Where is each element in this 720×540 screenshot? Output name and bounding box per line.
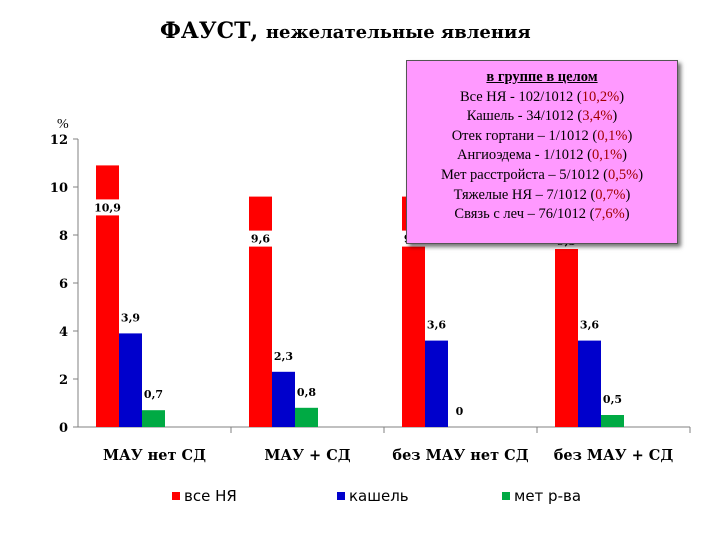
info-line-end: ) — [625, 186, 631, 203]
y-axis-label: % — [57, 117, 69, 132]
info-line-text: Кашель - 34/1012 ( — [466, 108, 583, 125]
info-line-percent: 0,7% — [595, 186, 626, 203]
data-label: 0,7 — [144, 388, 163, 401]
bar — [578, 340, 601, 427]
info-box-line: Связь с леч – 76/1012 (7,6%) — [407, 205, 677, 225]
data-label: 0,5 — [603, 393, 622, 406]
data-label-bg — [247, 230, 274, 247]
legend-swatch — [337, 492, 345, 500]
data-label: 2,3 — [274, 350, 293, 363]
bar — [402, 196, 425, 427]
info-line-percent: 0,5% — [608, 166, 639, 183]
info-box-line: Все НЯ - 102/1012 (10,2%) — [407, 88, 677, 108]
info-line-end: ) — [622, 147, 628, 164]
info-line-percent: 10,2% — [581, 88, 620, 105]
title-main: ФАУСТ, — [160, 18, 259, 44]
chart-title: ФАУСТ, нежелательные явления — [160, 18, 531, 44]
data-label: 10,9 — [94, 201, 121, 214]
data-label: 0,8 — [297, 386, 316, 399]
info-line-text: Отек гортани – 1/1012 ( — [451, 127, 598, 144]
legend-label: мет р-ва — [514, 487, 581, 505]
y-tick-label: 12 — [50, 133, 68, 148]
bar — [142, 410, 165, 427]
info-line-end: ) — [619, 88, 625, 105]
bar — [295, 407, 318, 427]
legend-label: все НЯ — [184, 487, 237, 505]
info-box-line: Ангиоэдема - 1/1012 (0,1%) — [407, 146, 677, 166]
data-label: 9,6 — [251, 233, 270, 246]
info-line-text: Тяжелые НЯ – 7/1012 ( — [453, 186, 596, 203]
info-box-header: в группе в целом — [486, 69, 598, 85]
info-line-percent: 0,1% — [591, 147, 623, 164]
info-line-percent: 3,4% — [582, 108, 613, 125]
info-line-percent: 0,1% — [597, 127, 628, 144]
info-line-percent: 7,6% — [594, 206, 625, 223]
x-tick-label: без МАУ + СД — [554, 447, 674, 464]
info-line-end: ) — [624, 206, 630, 223]
x-tick-label: МАУ + СД — [264, 447, 350, 464]
info-line-end: ) — [638, 166, 644, 183]
chart-bars: 10,99,69,69,53,92,33,63,60,70,800,5 — [94, 165, 624, 427]
data-label: 3,6 — [580, 319, 599, 332]
info-box-line: Тяжелые НЯ – 7/1012 (0,7%) — [407, 186, 677, 206]
chart-legend: все НЯ кашель мет р-ва — [172, 487, 581, 505]
legend-swatch — [172, 492, 180, 500]
x-tick-label: МАУ нет СД — [103, 447, 206, 464]
y-tick-label: 4 — [59, 325, 68, 340]
info-line-text: Мет расстройста – 5/1012 ( — [440, 166, 608, 183]
chart-axes: 0 2 4 6 8 10 12% МАУ нет СД МАУ + СД без МАУ нет … — [50, 117, 691, 464]
info-line-text: Все НЯ - 102/1012 ( — [459, 88, 582, 105]
info-box-line: Мет расстройста – 5/1012 (0,5%) — [407, 166, 677, 186]
data-label: 3,9 — [121, 311, 140, 324]
info-line-text: Ангиоэдема - 1/1012 ( — [456, 147, 592, 164]
legend-swatch — [502, 492, 510, 500]
bar — [119, 333, 142, 427]
bar — [249, 196, 272, 427]
y-tick-label: 10 — [50, 181, 68, 196]
legend-label: кашель — [349, 487, 409, 505]
y-tick-label: 8 — [59, 229, 68, 244]
info-line-end: ) — [627, 127, 633, 144]
bar — [601, 415, 624, 427]
bar — [96, 165, 119, 427]
summary-info-box: в группе в целом Все НЯ - 102/1012 (10,2… — [406, 60, 678, 244]
info-box-line: Кашель - 34/1012 (3,4%) — [407, 107, 677, 127]
info-line-text: Связь с леч – 76/1012 ( — [454, 206, 595, 223]
y-tick-label: 0 — [59, 421, 68, 436]
title-sub: нежелательные явления — [265, 22, 531, 43]
y-tick-label: 2 — [59, 373, 68, 388]
data-label: 0 — [456, 405, 464, 418]
info-line-end: ) — [612, 108, 618, 125]
info-box-line: Отек гортани – 1/1012 (0,1%) — [407, 127, 677, 147]
y-tick-label: 6 — [59, 277, 68, 292]
bar — [425, 340, 448, 427]
data-label: 3,6 — [427, 319, 446, 332]
data-label-bg — [94, 199, 121, 216]
x-tick-label: без МАУ нет СД — [392, 447, 528, 464]
bar — [272, 371, 295, 427]
bar — [555, 199, 578, 427]
info-box-lines: Все НЯ - 102/1012 (10,2%) Кашель - 34/101… — [407, 88, 677, 225]
